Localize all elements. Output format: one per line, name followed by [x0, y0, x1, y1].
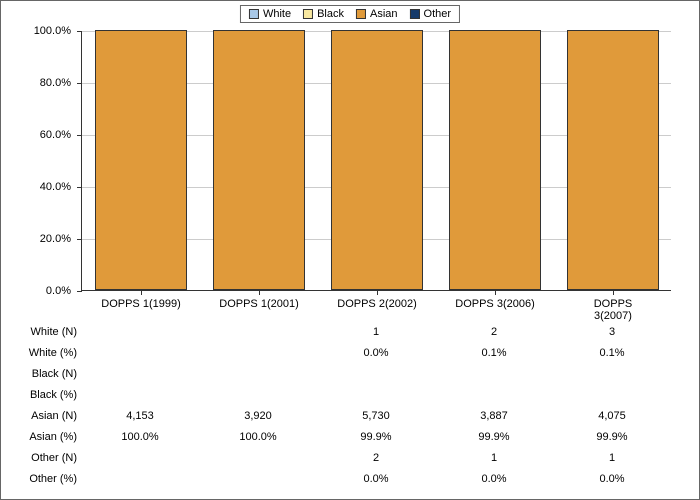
- y-tick-mark: [77, 239, 82, 240]
- table-row: Black (N): [1, 363, 700, 384]
- legend-item: Asian: [356, 8, 398, 20]
- row-cells: 211: [81, 452, 671, 464]
- x-tick-mark: [495, 290, 496, 295]
- legend-swatch: [356, 9, 366, 19]
- table-cell: [81, 452, 199, 464]
- y-tick-label: 40.0%: [1, 181, 71, 193]
- table-row: Asian (N)4,1533,9205,7303,8874,075: [1, 405, 700, 426]
- bar-segment: [567, 30, 659, 290]
- table-row: Other (%)0.0%0.0%0.0%: [1, 468, 700, 489]
- y-tick-mark: [77, 83, 82, 84]
- table-cell: 0.0%: [317, 473, 435, 485]
- legend-label: White: [263, 8, 291, 20]
- y-tick-mark: [77, 135, 82, 136]
- legend-label: Other: [424, 8, 452, 20]
- y-tick-label: 0.0%: [1, 285, 71, 297]
- x-tick-mark: [141, 290, 142, 295]
- table-cell: 2: [317, 452, 435, 464]
- row-label: Asian (%): [1, 431, 83, 443]
- x-tick-mark: [377, 290, 378, 295]
- row-cells: 0.0%0.1%0.1%: [81, 347, 671, 359]
- table-cell: 1: [435, 452, 553, 464]
- legend-label: Black: [317, 8, 344, 20]
- table-row: Asian (%)100.0%100.0%99.9%99.9%99.9%: [1, 426, 700, 447]
- x-axis-label: DOPPS 1(1999): [101, 298, 180, 310]
- table-cell: 0.0%: [553, 473, 671, 485]
- table-cell: 99.9%: [435, 431, 553, 443]
- table-cell: 100.0%: [81, 431, 199, 443]
- y-tick-mark: [77, 31, 82, 32]
- y-tick-mark: [77, 187, 82, 188]
- row-cells: 4,1533,9205,7303,8874,075: [81, 410, 671, 422]
- legend-swatch: [249, 9, 259, 19]
- table-cell: 4,153: [81, 410, 199, 422]
- table-cell: 99.9%: [553, 431, 671, 443]
- row-cells: 123: [81, 326, 671, 338]
- legend-swatch: [303, 9, 313, 19]
- row-label: White (N): [1, 326, 83, 338]
- x-tick-mark: [613, 290, 614, 295]
- data-table: White (N)123White (%)0.0%0.1%0.1%Black (…: [1, 321, 700, 489]
- table-cell: 3,920: [199, 410, 317, 422]
- bar-segment: [331, 30, 423, 290]
- plot-area: DOPPS 1(1999)DOPPS 1(2001)DOPPS 2(2002)D…: [81, 31, 671, 291]
- row-label: Black (N): [1, 368, 83, 380]
- table-cell: 3,887: [435, 410, 553, 422]
- row-label: White (%): [1, 347, 83, 359]
- bar-segment: [449, 30, 541, 290]
- table-cell: [199, 347, 317, 359]
- table-cell: [81, 473, 199, 485]
- legend-item: Other: [410, 8, 452, 20]
- table-cell: 0.0%: [435, 473, 553, 485]
- table-cell: 0.1%: [553, 347, 671, 359]
- table-row: Other (N)211: [1, 447, 700, 468]
- table-cell: [199, 326, 317, 338]
- table-cell: 5,730: [317, 410, 435, 422]
- y-tick-label: 20.0%: [1, 233, 71, 245]
- table-cell: [199, 452, 317, 464]
- legend-item: Black: [303, 8, 344, 20]
- y-tick-mark: [77, 291, 82, 292]
- table-cell: 3: [553, 326, 671, 338]
- table-cell: 4,075: [553, 410, 671, 422]
- table-cell: [81, 347, 199, 359]
- x-axis-label: DOPPS 3(2007): [584, 298, 642, 322]
- table-cell: 100.0%: [199, 431, 317, 443]
- x-axis-label: DOPPS 2(2002): [337, 298, 416, 310]
- y-tick-label: 80.0%: [1, 77, 71, 89]
- table-row: Black (%): [1, 384, 700, 405]
- row-label: Black (%): [1, 389, 83, 401]
- x-axis-label: DOPPS 3(2006): [455, 298, 534, 310]
- x-axis-label: DOPPS 1(2001): [219, 298, 298, 310]
- table-cell: 0.0%: [317, 347, 435, 359]
- y-tick-label: 100.0%: [1, 25, 71, 37]
- row-label: Asian (N): [1, 410, 83, 422]
- legend: White Black Asian Other: [240, 5, 460, 23]
- table-cell: [199, 473, 317, 485]
- table-row: White (%)0.0%0.1%0.1%: [1, 342, 700, 363]
- row-cells: 100.0%100.0%99.9%99.9%99.9%: [81, 431, 671, 443]
- legend-label: Asian: [370, 8, 398, 20]
- table-row: White (N)123: [1, 321, 700, 342]
- row-label: Other (%): [1, 473, 83, 485]
- table-cell: 1: [317, 326, 435, 338]
- chart-container: WhiteBlackAsianOther 0.0%20.0%40.0%60.0%…: [0, 0, 700, 500]
- table-cell: 1: [553, 452, 671, 464]
- legend-item: White: [249, 8, 291, 20]
- bar-segment: [213, 30, 305, 290]
- table-cell: 2: [435, 326, 553, 338]
- bar-segment: [95, 30, 187, 290]
- y-tick-label: 60.0%: [1, 129, 71, 141]
- row-label: Other (N): [1, 452, 83, 464]
- table-cell: [81, 326, 199, 338]
- legend-swatch: [410, 9, 420, 19]
- table-cell: 99.9%: [317, 431, 435, 443]
- row-cells: 0.0%0.0%0.0%: [81, 473, 671, 485]
- table-cell: 0.1%: [435, 347, 553, 359]
- x-tick-mark: [259, 290, 260, 295]
